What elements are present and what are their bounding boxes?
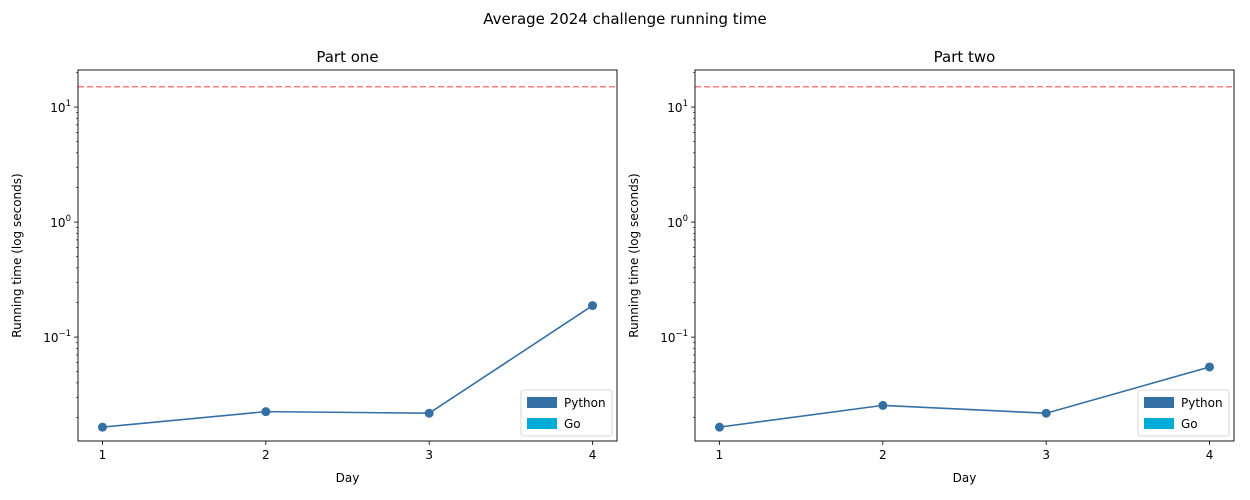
data-point xyxy=(1041,408,1051,418)
legend-swatch xyxy=(1144,418,1174,429)
y-tick-label: 100 xyxy=(50,214,71,230)
legend-label: Go xyxy=(564,417,581,431)
panel-title: Part two xyxy=(934,48,996,66)
series-line xyxy=(719,366,1210,428)
x-axis-label: Day xyxy=(336,471,360,485)
data-point xyxy=(1205,362,1215,372)
y-tick-label: 10−1 xyxy=(660,329,688,345)
y-axis-label: Running time (log seconds) xyxy=(627,173,641,337)
series-line xyxy=(102,304,593,428)
y-tick-label: 101 xyxy=(50,99,71,115)
legend-swatch xyxy=(1144,397,1174,408)
legend-swatch xyxy=(527,397,557,408)
data-point xyxy=(714,422,724,432)
legend-label: Python xyxy=(564,396,606,410)
data-point xyxy=(97,422,107,432)
plot-frame xyxy=(77,69,618,442)
x-tick-label: 2 xyxy=(262,448,270,462)
panel-title: Part one xyxy=(316,48,378,66)
y-tick-label: 100 xyxy=(667,214,688,230)
legend-label: Go xyxy=(1181,417,1198,431)
figure-title: Average 2024 challenge running time xyxy=(483,10,766,28)
data-point xyxy=(424,408,434,418)
x-tick-label: 4 xyxy=(589,448,597,462)
x-tick-label: 1 xyxy=(716,448,724,462)
plot-frame xyxy=(694,69,1235,442)
x-tick-label: 3 xyxy=(1042,448,1050,462)
y-tick-label: 101 xyxy=(667,99,688,115)
x-tick-label: 4 xyxy=(1206,448,1214,462)
y-tick-label: 10−1 xyxy=(43,329,71,345)
y-axis-label: Running time (log seconds) xyxy=(10,173,24,337)
data-point xyxy=(261,407,271,417)
x-tick-label: 1 xyxy=(99,448,107,462)
legend: Python Go xyxy=(1137,389,1230,437)
x-tick-label: 3 xyxy=(425,448,433,462)
x-tick-label: 2 xyxy=(879,448,887,462)
legend-label: Python xyxy=(1181,396,1223,410)
x-axis-label: Day xyxy=(953,471,977,485)
legend-swatch xyxy=(527,418,557,429)
data-point xyxy=(588,301,598,311)
chart-panel-2: Part two 10−1 100 101 1 2 3 4 Day Running time (l… xyxy=(627,48,1235,485)
data-point xyxy=(878,400,888,410)
legend: Python Go xyxy=(520,389,613,437)
chart-panel-1: Part one 10−1 100 101 1 2 3 4 Day Running time (l… xyxy=(10,48,618,485)
